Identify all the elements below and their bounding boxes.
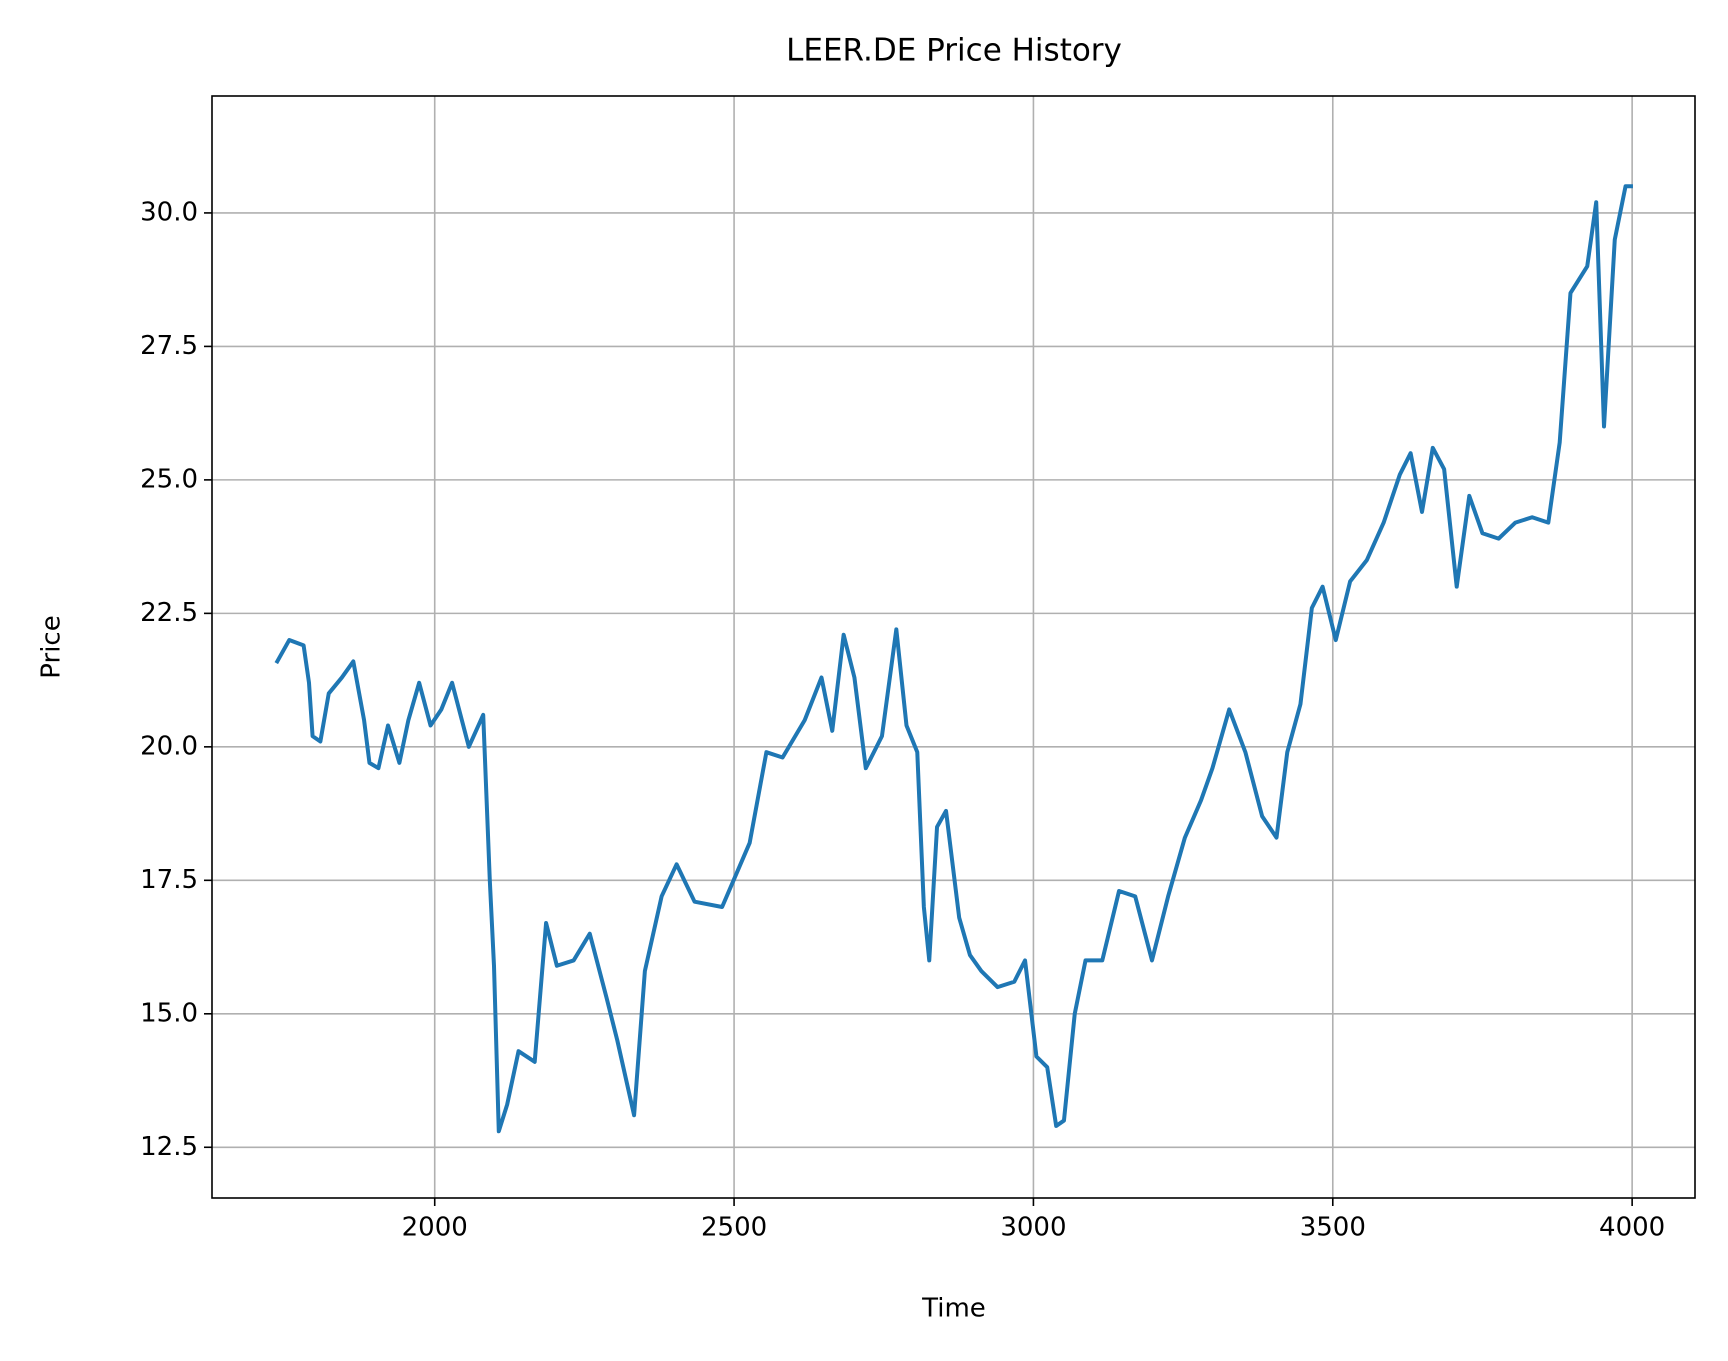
plot-area — [274, 184, 1633, 1134]
y-tick-label: 22.5 — [140, 598, 198, 628]
x-tick-label: 3500 — [1300, 1213, 1366, 1243]
chart-title: LEER.DE Price History — [786, 33, 1122, 69]
axes-frame — [211, 95, 1696, 1199]
y-tick-label: 25.0 — [140, 464, 198, 494]
y-tick-label: 20.0 — [140, 731, 198, 761]
x-tick-label: 2500 — [701, 1213, 767, 1243]
y-tick-label: 12.5 — [140, 1132, 198, 1162]
price-line — [274, 184, 1633, 1134]
y-tick-label: 17.5 — [140, 865, 198, 895]
x-axis-label: Time — [921, 1294, 986, 1324]
ticks: 12.5 15.0 17.5 20.0 22.5 25.0 27.5 30.0 2000 2500… — [140, 197, 1665, 1242]
x-tick-label: 2000 — [402, 1213, 468, 1243]
y-axis-label: Price — [37, 615, 67, 678]
x-tick-label: 4000 — [1599, 1213, 1665, 1243]
y-tick-label: 30.0 — [140, 197, 198, 227]
y-tick-label: 27.5 — [140, 331, 198, 361]
grid — [212, 96, 1695, 1198]
x-tick-label: 3000 — [1000, 1213, 1066, 1243]
y-tick-label: 15.0 — [140, 998, 198, 1028]
